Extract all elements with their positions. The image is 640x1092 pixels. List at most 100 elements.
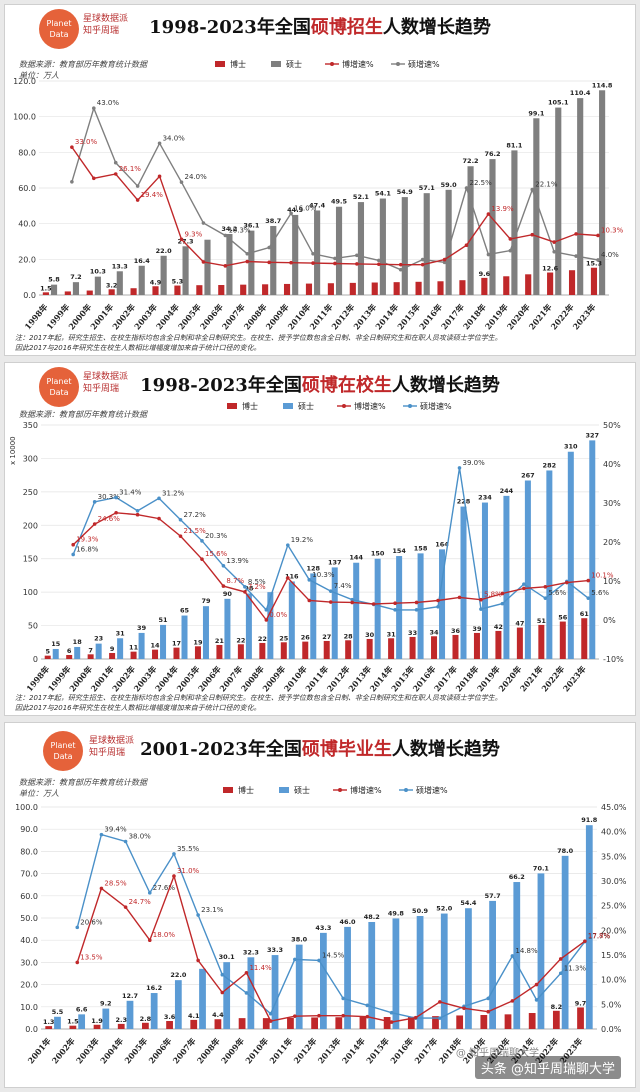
doctor-bar-label: 5 bbox=[45, 648, 50, 656]
legend-entry: 博增速% bbox=[354, 401, 386, 411]
master-bar-label: 150 bbox=[371, 550, 385, 558]
master-growth-line bbox=[76, 833, 586, 1019]
doctor-growth-point bbox=[71, 542, 75, 547]
doctor-growth-label: 19.4% bbox=[141, 191, 164, 199]
doctor-growth-label: 13.9% bbox=[491, 205, 514, 213]
master-bar-label: 228 bbox=[457, 498, 471, 506]
master-bar bbox=[439, 549, 446, 659]
x-tick-label: 2012年 bbox=[291, 1036, 318, 1066]
doctor-bar bbox=[383, 1017, 391, 1029]
y-tick-label: 100.0 bbox=[13, 113, 36, 122]
doctor-growth-point bbox=[413, 1015, 418, 1020]
doctor-bar-label: 12.6 bbox=[542, 265, 559, 273]
y2-tick-label: 40.0% bbox=[601, 828, 627, 837]
master-growth-point bbox=[157, 496, 161, 501]
master-bar-label: 49.8 bbox=[388, 909, 405, 917]
y-tick-label: 90.0 bbox=[20, 825, 38, 834]
doctor-bar-label: 6 bbox=[67, 647, 72, 655]
doctor-growth-point bbox=[365, 1014, 370, 1019]
doctor-growth-point bbox=[200, 557, 204, 561]
master-bar bbox=[54, 1016, 61, 1029]
master-growth-point bbox=[377, 258, 381, 263]
master-bar-label: 6.6 bbox=[76, 1005, 88, 1013]
y-tick-label: 10.0 bbox=[20, 1003, 38, 1012]
master-growth-label: 35.5% bbox=[177, 845, 200, 853]
doctor-bar bbox=[393, 282, 400, 295]
doctor-bar-label: 1.3 bbox=[43, 1018, 55, 1026]
doctor-bar bbox=[108, 289, 115, 295]
doctor-bar bbox=[345, 640, 352, 659]
master-bar-label: 13.3 bbox=[112, 262, 128, 270]
master-bar bbox=[295, 944, 303, 1029]
master-bar bbox=[392, 918, 400, 1029]
master-bar bbox=[160, 624, 167, 659]
doctor-bar bbox=[504, 1014, 512, 1029]
doctor-growth-point bbox=[307, 598, 312, 603]
master-bar bbox=[248, 230, 255, 295]
doctor-growth-point bbox=[245, 259, 250, 264]
master-growth-point bbox=[574, 254, 578, 258]
doctor-bar bbox=[327, 283, 334, 295]
master-bar bbox=[357, 202, 365, 295]
doctor-growth-label: 11.4% bbox=[249, 964, 272, 972]
master-growth-point bbox=[508, 248, 513, 253]
doctor-bar-label: 8.2 bbox=[551, 1003, 563, 1011]
x-tick-label: 2023年 bbox=[561, 664, 588, 694]
doctor-bar bbox=[218, 285, 225, 295]
master-bar-label: 110.4 bbox=[570, 89, 591, 97]
doctor-bar-label: 2.8 bbox=[140, 1015, 152, 1023]
master-bar-label: 57.1 bbox=[419, 184, 436, 192]
doctor-bar bbox=[117, 1023, 125, 1029]
master-bar bbox=[396, 556, 403, 659]
y-tick-label: 250 bbox=[23, 488, 38, 497]
master-growth-point bbox=[333, 256, 337, 261]
master-bar-label: 16.2 bbox=[146, 984, 162, 992]
y-tick-label: 70.0 bbox=[20, 870, 38, 879]
master-growth-point bbox=[196, 913, 200, 917]
master-growth-point bbox=[92, 500, 97, 504]
doctor-growth-point bbox=[243, 590, 247, 594]
doctor-bar bbox=[456, 1015, 464, 1029]
doctor-growth-label: 15.6% bbox=[205, 550, 228, 558]
master-growth-point bbox=[457, 466, 462, 470]
y-tick-label: 100 bbox=[23, 588, 38, 597]
doctor-bar bbox=[431, 636, 438, 659]
master-growth-point bbox=[522, 582, 526, 586]
doctor-growth-label: 28.5% bbox=[104, 879, 127, 887]
doctor-bar bbox=[409, 636, 416, 659]
legend-entry: 硕增速% bbox=[416, 785, 448, 795]
master-bar bbox=[417, 553, 424, 659]
master-bar-label: 234 bbox=[478, 494, 492, 502]
doctor-growth-point bbox=[196, 958, 200, 963]
master-growth-point bbox=[244, 991, 249, 995]
doctor-bar bbox=[516, 627, 523, 659]
master-growth-point bbox=[341, 996, 345, 1001]
doctor-growth-point bbox=[147, 938, 152, 942]
doctor-growth-label: 5.8% bbox=[484, 591, 502, 599]
master-bar bbox=[379, 198, 386, 295]
master-bar bbox=[288, 581, 295, 659]
doctor-bar-label: 30 bbox=[365, 631, 375, 639]
master-growth-label: 11.3% bbox=[564, 964, 587, 972]
x-tick-label: 2011年 bbox=[267, 1036, 294, 1066]
doctor-growth-point bbox=[371, 602, 376, 606]
brand-name: 星球数据派 知乎周瑞 bbox=[83, 372, 129, 394]
y2-tick-label: 35.0% bbox=[601, 852, 627, 861]
master-growth-point bbox=[596, 258, 600, 262]
doctor-bar-label: 28 bbox=[344, 632, 354, 640]
master-bar-label: 137 bbox=[328, 558, 342, 566]
master-bar bbox=[74, 646, 81, 659]
master-bar bbox=[182, 246, 189, 295]
master-bar bbox=[310, 573, 317, 659]
y-tick-label: 80.0 bbox=[20, 847, 38, 856]
doctor-growth-point bbox=[113, 172, 118, 176]
doctor-bar-label: 9.7 bbox=[575, 999, 587, 1007]
master-bar bbox=[465, 908, 472, 1029]
doctor-bar bbox=[240, 284, 247, 295]
doctor-bar bbox=[480, 1015, 488, 1029]
master-growth-point bbox=[267, 245, 271, 250]
master-growth-label: 10.3% bbox=[228, 226, 251, 234]
master-growth-point bbox=[534, 998, 539, 1002]
doctor-growth-point bbox=[510, 999, 515, 1003]
master-bar-label: 23 bbox=[94, 635, 103, 643]
